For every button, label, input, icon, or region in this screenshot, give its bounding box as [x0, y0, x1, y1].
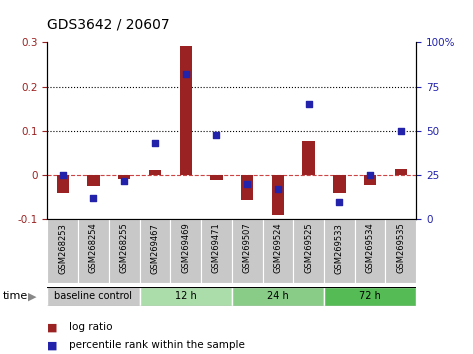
Point — [274, 187, 282, 192]
Point — [59, 172, 66, 178]
Text: ■: ■ — [47, 322, 58, 332]
Point — [336, 199, 343, 205]
Bar — [47, 287, 140, 306]
Bar — [263, 219, 293, 283]
Text: ▶: ▶ — [28, 291, 37, 302]
Bar — [118, 175, 131, 179]
Bar — [364, 175, 377, 185]
Bar — [232, 287, 324, 306]
Text: 12 h: 12 h — [175, 291, 196, 302]
Text: GSM269533: GSM269533 — [335, 223, 344, 274]
Point — [120, 178, 128, 183]
Point — [305, 102, 312, 107]
Point — [151, 141, 159, 146]
Text: GSM269471: GSM269471 — [212, 223, 221, 273]
Point — [213, 132, 220, 137]
Bar — [109, 219, 140, 283]
Text: GSM269535: GSM269535 — [396, 223, 405, 273]
Point — [397, 128, 405, 134]
Bar — [272, 175, 284, 215]
Bar — [355, 219, 385, 283]
Text: ■: ■ — [47, 340, 58, 350]
Bar — [57, 175, 69, 193]
Bar — [303, 141, 315, 175]
Text: GSM269525: GSM269525 — [304, 223, 313, 273]
Bar — [149, 170, 161, 175]
Bar — [87, 175, 99, 186]
Text: baseline control: baseline control — [54, 291, 132, 302]
Text: GSM269524: GSM269524 — [273, 223, 282, 273]
Text: GSM268253: GSM268253 — [58, 223, 67, 274]
Point — [366, 172, 374, 178]
Bar — [385, 219, 416, 283]
Text: GSM269507: GSM269507 — [243, 223, 252, 273]
Text: GSM269467: GSM269467 — [150, 223, 159, 274]
Bar — [333, 175, 345, 193]
Point — [243, 181, 251, 187]
Text: percentile rank within the sample: percentile rank within the sample — [69, 340, 245, 350]
Text: GSM268255: GSM268255 — [120, 223, 129, 273]
Bar — [241, 175, 254, 200]
Text: GDS3642 / 20607: GDS3642 / 20607 — [47, 18, 170, 32]
Text: time: time — [2, 291, 27, 302]
Point — [90, 195, 97, 201]
Bar — [47, 219, 78, 283]
Bar — [170, 219, 201, 283]
Text: 24 h: 24 h — [267, 291, 289, 302]
Bar — [180, 46, 192, 175]
Point — [182, 72, 189, 77]
Bar — [78, 219, 109, 283]
Text: GSM268254: GSM268254 — [89, 223, 98, 273]
Bar — [324, 287, 416, 306]
Bar — [140, 287, 232, 306]
Text: 72 h: 72 h — [359, 291, 381, 302]
Bar — [210, 175, 223, 180]
Text: GSM269534: GSM269534 — [366, 223, 375, 273]
Bar — [394, 169, 407, 175]
Text: GSM269469: GSM269469 — [181, 223, 190, 273]
Bar — [324, 219, 355, 283]
Bar — [293, 219, 324, 283]
Bar — [232, 219, 263, 283]
Text: log ratio: log ratio — [69, 322, 112, 332]
Bar — [140, 219, 170, 283]
Bar — [201, 219, 232, 283]
